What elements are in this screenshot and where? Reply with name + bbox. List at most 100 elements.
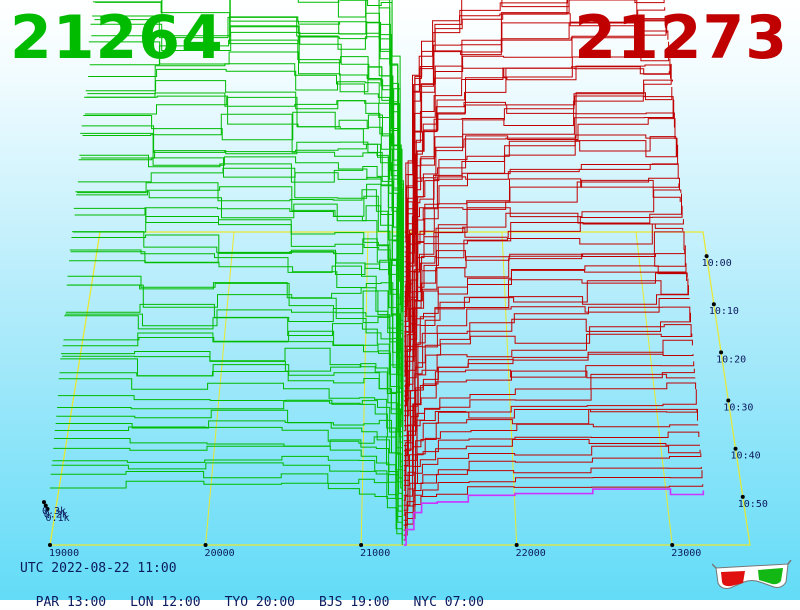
bid-depth-curve xyxy=(57,400,403,501)
time-tick-label: 10:40 xyxy=(731,451,761,462)
ask-depth-curve xyxy=(403,333,693,457)
ask-depth-curve xyxy=(404,265,688,417)
bid-depth-curve xyxy=(72,231,404,406)
bid-depth-curve xyxy=(70,249,404,416)
bid-depth-curve xyxy=(84,96,404,327)
time-tick-mark xyxy=(726,398,731,403)
price-tick-mark xyxy=(670,543,675,547)
zone-clock-lon: LON 12:00 xyxy=(130,595,201,610)
price-tick-label: 19000 xyxy=(49,548,79,559)
bid-depth-curve xyxy=(50,480,403,545)
ask-depth-curve xyxy=(403,285,689,432)
time-tick-mark xyxy=(719,350,724,355)
bid-depth-curve xyxy=(59,371,403,486)
time-tick-mark xyxy=(711,302,716,307)
ask-depth-curve xyxy=(403,368,695,476)
bid-depth-curve xyxy=(73,216,404,401)
bid-depth-curve xyxy=(378,0,404,242)
volume-tick-mark xyxy=(45,506,50,511)
ask-depth-curve xyxy=(404,134,677,337)
bid-depth-curve xyxy=(229,0,404,272)
bid-depth-curve xyxy=(78,157,404,367)
time-tick-label: 10:50 xyxy=(738,499,768,510)
volume-tick-mark xyxy=(42,500,46,505)
time-tick-label: 10:30 xyxy=(723,403,753,414)
bid-depth-curve xyxy=(75,191,404,386)
bid-depth-curve xyxy=(77,182,404,377)
bid-depth-curve xyxy=(51,462,403,536)
bid-depth-curve xyxy=(54,438,403,521)
bid-depth-curve xyxy=(83,111,404,337)
bid-depth-curve xyxy=(68,282,404,431)
depth-chart: 19000 20000 21000 22000 23000 0.1k0.2k0.3k 10:… xyxy=(42,0,768,559)
bid-depth-curve xyxy=(58,378,403,491)
bid-depth-curve xyxy=(89,39,404,297)
bid-depth-curve xyxy=(84,95,404,332)
ask-depth-curve xyxy=(403,324,692,452)
price-tick-mark xyxy=(203,543,208,547)
bid-curves xyxy=(50,0,404,545)
bid-depth-curve xyxy=(81,125,404,347)
bid-depth-curve xyxy=(60,358,403,481)
bid-depth-curve xyxy=(71,234,404,411)
ask-depth-curve xyxy=(404,193,682,377)
price-gridline xyxy=(360,231,369,546)
ask-depth-curve xyxy=(404,112,675,322)
bid-depth-curve xyxy=(66,284,404,441)
price-tick-label: 20000 xyxy=(205,548,235,559)
ask-depth-curve xyxy=(404,163,679,352)
volume-tick-label: 0.2k xyxy=(44,510,68,521)
time-tick-mark xyxy=(704,254,709,259)
volume-tick-label: 0.1k xyxy=(46,513,70,524)
bid-depth-curve xyxy=(54,426,403,516)
bid-depth-curve xyxy=(64,315,403,456)
ask-depth-curve xyxy=(403,484,704,541)
bid-depth-curve xyxy=(69,249,404,421)
ask-depth-curve xyxy=(404,272,688,422)
ask-depth-curve xyxy=(403,466,702,531)
bid-depth-curve xyxy=(297,0,404,252)
bid-depth-curve xyxy=(56,409,403,506)
bid-depth-curve xyxy=(391,0,404,232)
ask-depth-curve xyxy=(403,439,700,516)
bid-depth-curve xyxy=(92,1,404,277)
time-tick-mark xyxy=(740,494,745,499)
volume-tick-mark xyxy=(43,503,48,508)
zone-clock-tyo: TYO 20:00 xyxy=(224,595,296,610)
3d-glasses-icon[interactable] xyxy=(712,560,792,594)
zone-clock-nyc: NYC 07:00 xyxy=(413,595,484,610)
bid-depth-curve xyxy=(76,186,404,381)
bid-depth-curve xyxy=(65,309,403,451)
ask-depth-curve xyxy=(404,99,675,317)
time-tick-label: 10:20 xyxy=(716,354,746,365)
bid-depth-curve xyxy=(85,80,404,322)
price-tick-mark xyxy=(514,543,519,547)
ask-depth-curve xyxy=(403,488,705,546)
bid-depth-curve xyxy=(378,0,404,237)
price-tick-mark xyxy=(359,543,364,547)
price-gridline xyxy=(205,231,235,546)
bid-depth-curve xyxy=(55,420,403,511)
ask-depth-curve xyxy=(403,373,696,481)
ask-depth-curve xyxy=(404,66,670,283)
timezone-clocks: PAR 13:00 LON 12:00 TYO 20:00 BJS 19:00 NYC … xyxy=(20,580,508,610)
bid-depth-curve xyxy=(53,445,403,526)
bid-depth-curve xyxy=(82,113,404,342)
ask-depth-curve xyxy=(403,445,701,521)
ask-depth-curve xyxy=(404,245,686,407)
bid-depth-curve xyxy=(92,15,404,282)
ask-curves xyxy=(403,0,705,546)
bid-depth-curve xyxy=(79,154,404,362)
price-tick-mark xyxy=(48,543,52,547)
bid-depth-curve xyxy=(52,455,403,531)
bid-depth-curve xyxy=(95,0,404,262)
bid-depth-curve xyxy=(90,23,404,292)
price-tick-label: 23000 xyxy=(671,548,701,559)
bid-depth-curve xyxy=(50,471,403,540)
price-tick-label: 22000 xyxy=(516,548,546,559)
ask-depth-curve xyxy=(404,18,668,268)
ask-depth-curve xyxy=(403,351,694,466)
ask-depth-curve xyxy=(403,470,703,536)
bid-depth-curve xyxy=(80,132,404,357)
bid-depth-curve xyxy=(88,68,404,307)
